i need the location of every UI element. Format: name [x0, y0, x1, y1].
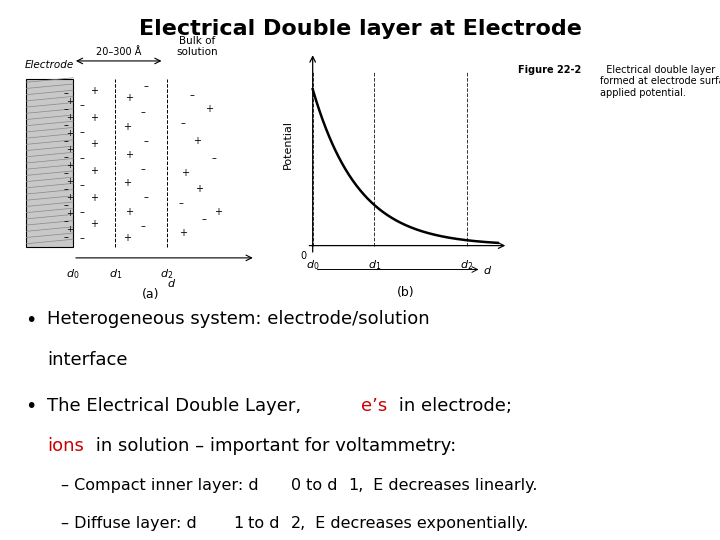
- Text: –: –: [181, 118, 186, 128]
- Text: E decreases exponentially.: E decreases exponentially.: [310, 516, 528, 531]
- Text: E decreases linearly.: E decreases linearly.: [368, 478, 537, 493]
- Text: +: +: [193, 136, 201, 146]
- Text: to d: to d: [243, 516, 280, 531]
- Text: –: –: [202, 214, 207, 224]
- Text: –: –: [63, 136, 68, 146]
- Text: –: –: [63, 152, 68, 162]
- Text: $d_2$: $d_2$: [160, 267, 174, 281]
- Text: –: –: [141, 164, 145, 174]
- Text: +: +: [90, 113, 98, 123]
- Text: –: –: [143, 193, 148, 202]
- Text: $d_0$: $d_0$: [306, 259, 320, 272]
- Text: +: +: [66, 129, 73, 138]
- Text: +: +: [90, 193, 98, 202]
- Text: –: –: [190, 90, 195, 100]
- Text: +: +: [125, 150, 133, 160]
- Text: – Compact inner layer: d: – Compact inner layer: d: [61, 478, 258, 493]
- Text: +: +: [66, 225, 73, 234]
- Text: –: –: [63, 184, 68, 194]
- Text: –: –: [179, 198, 183, 208]
- Text: interface: interface: [47, 351, 127, 369]
- Text: –: –: [63, 232, 68, 241]
- Text: +: +: [204, 104, 213, 114]
- Text: –: –: [80, 127, 85, 137]
- Text: –: –: [63, 215, 68, 226]
- Text: +: +: [195, 184, 204, 194]
- Text: +: +: [66, 97, 73, 106]
- Text: $d_0$: $d_0$: [66, 267, 80, 281]
- Text: +: +: [214, 207, 222, 217]
- Text: •: •: [25, 310, 37, 329]
- Text: +: +: [181, 168, 189, 178]
- Text: –: –: [143, 81, 148, 91]
- Text: –: –: [80, 207, 85, 217]
- Text: (b): (b): [397, 286, 414, 299]
- Text: 0: 0: [291, 478, 302, 493]
- Text: Heterogeneous system: electrode/solution: Heterogeneous system: electrode/solution: [47, 310, 429, 328]
- Text: +: +: [123, 178, 131, 188]
- Text: 2,: 2,: [291, 516, 307, 531]
- Text: +: +: [66, 145, 73, 154]
- Text: ions: ions: [47, 437, 84, 455]
- Text: $d$: $d$: [483, 264, 492, 275]
- Text: +: +: [123, 233, 131, 244]
- Text: – Diffuse layer: d: – Diffuse layer: d: [61, 516, 197, 531]
- Text: 0: 0: [300, 251, 307, 261]
- Text: +: +: [66, 177, 73, 186]
- Text: to d: to d: [301, 478, 337, 493]
- Text: Electrical double layer
formed at electrode surface as a result of an
applied po: Electrical double layer formed at electr…: [600, 65, 720, 98]
- Text: –: –: [63, 168, 68, 178]
- Text: +: +: [125, 207, 133, 217]
- Text: –: –: [80, 233, 85, 244]
- Text: –: –: [211, 153, 216, 164]
- Text: +: +: [90, 219, 98, 229]
- Text: in electrode;: in electrode;: [393, 397, 513, 415]
- Text: $d_1$: $d_1$: [109, 267, 122, 281]
- Text: –: –: [63, 120, 68, 130]
- Text: +: +: [66, 193, 73, 202]
- Text: Electrical Double layer at Electrode: Electrical Double layer at Electrode: [138, 19, 582, 39]
- Text: $d$: $d$: [166, 278, 176, 289]
- Text: +: +: [90, 86, 98, 96]
- Text: –: –: [80, 153, 85, 164]
- Text: Electrode: Electrode: [25, 60, 74, 70]
- Text: –: –: [63, 200, 68, 210]
- Text: –: –: [141, 107, 145, 117]
- Text: +: +: [123, 122, 131, 132]
- Text: –: –: [80, 180, 85, 190]
- Text: e’s: e’s: [361, 397, 387, 415]
- Text: Bulk of
solution: Bulk of solution: [176, 36, 218, 57]
- Text: +: +: [90, 139, 98, 150]
- Text: (a): (a): [142, 288, 159, 301]
- Text: •: •: [25, 397, 37, 416]
- Text: –: –: [63, 104, 68, 114]
- Text: The Electrical Double Layer,: The Electrical Double Layer,: [47, 397, 307, 415]
- Text: 1: 1: [234, 516, 244, 531]
- Text: –: –: [63, 88, 68, 98]
- Text: $d_2$: $d_2$: [460, 259, 474, 272]
- Text: 20–300 Å: 20–300 Å: [96, 48, 141, 57]
- Text: –: –: [141, 221, 145, 231]
- Text: Potential: Potential: [283, 120, 293, 169]
- Text: $d_1$: $d_1$: [368, 259, 381, 272]
- Text: +: +: [125, 93, 133, 103]
- Text: –: –: [80, 100, 85, 110]
- Text: +: +: [66, 161, 73, 170]
- Text: 1,: 1,: [348, 478, 364, 493]
- Bar: [26, 79, 73, 247]
- Text: Figure 22-2: Figure 22-2: [518, 65, 582, 75]
- Text: in solution – important for voltammetry:: in solution – important for voltammetry:: [90, 437, 456, 455]
- Text: +: +: [66, 113, 73, 122]
- Text: –: –: [143, 136, 148, 146]
- Text: +: +: [179, 228, 187, 238]
- Text: +: +: [66, 209, 73, 218]
- Text: +: +: [90, 166, 98, 176]
